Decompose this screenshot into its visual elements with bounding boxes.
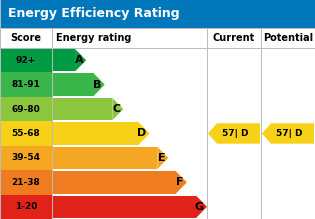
- Text: 57| D: 57| D: [276, 129, 303, 138]
- Bar: [0, 28, 315, 48]
- Polygon shape: [139, 122, 150, 145]
- Text: 39-54: 39-54: [12, 154, 41, 162]
- Bar: [52, 171, 176, 194]
- Bar: [0, 72, 52, 97]
- Bar: [0, 194, 52, 219]
- Polygon shape: [196, 196, 207, 218]
- Bar: [0, 0, 315, 28]
- Text: 21-38: 21-38: [12, 178, 40, 187]
- Polygon shape: [75, 49, 86, 71]
- Text: Energy rating: Energy rating: [56, 33, 131, 43]
- Bar: [52, 196, 196, 218]
- Text: 81-91: 81-91: [12, 80, 40, 89]
- Text: F: F: [176, 177, 184, 187]
- Text: 69-80: 69-80: [12, 104, 40, 114]
- Polygon shape: [112, 98, 123, 120]
- Text: Energy Efficiency Rating: Energy Efficiency Rating: [8, 7, 180, 21]
- Bar: [52, 98, 112, 120]
- Text: 55-68: 55-68: [12, 129, 40, 138]
- Bar: [0, 121, 52, 146]
- Bar: [52, 147, 157, 169]
- Bar: [0, 146, 52, 170]
- Bar: [52, 49, 75, 71]
- Text: E: E: [158, 153, 165, 163]
- Polygon shape: [262, 123, 314, 144]
- Text: Score: Score: [10, 33, 42, 43]
- Polygon shape: [208, 123, 260, 144]
- Bar: [0, 170, 52, 194]
- Polygon shape: [94, 73, 105, 96]
- Bar: [0, 97, 52, 121]
- Text: Current: Current: [213, 33, 255, 43]
- Text: C: C: [112, 104, 120, 114]
- Polygon shape: [157, 147, 168, 169]
- Text: 57| D: 57| D: [222, 129, 249, 138]
- Text: 92+: 92+: [16, 56, 36, 65]
- Bar: [52, 73, 94, 96]
- Bar: [0, 48, 52, 72]
- Text: B: B: [93, 80, 102, 90]
- Text: Potential: Potential: [263, 33, 313, 43]
- Text: A: A: [74, 55, 83, 65]
- Text: G: G: [195, 202, 204, 212]
- Polygon shape: [176, 171, 187, 194]
- Text: 1-20: 1-20: [15, 202, 37, 211]
- Text: D: D: [137, 129, 147, 138]
- Bar: [52, 122, 139, 145]
